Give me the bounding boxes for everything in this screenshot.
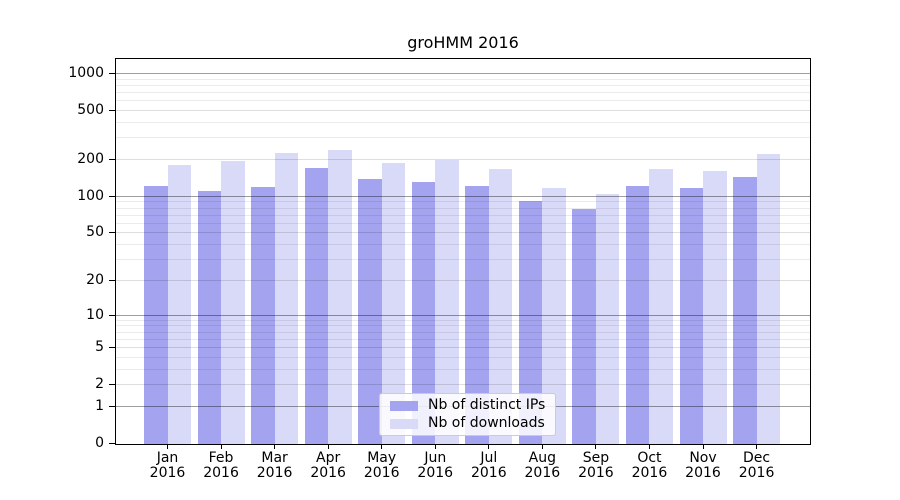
y-tick-label-2: 2 [95, 376, 104, 393]
gridline-40 [116, 244, 810, 246]
bar-jul-distinct-ips [465, 186, 489, 444]
x-tick-label-aug: Aug 2016 [524, 450, 561, 481]
gridline-200 [116, 159, 810, 161]
gridline-5 [116, 347, 810, 349]
gridline-300 [116, 137, 810, 139]
x-tick-label-oct: Oct 2016 [631, 450, 668, 481]
x-tick-label-jan: Jan 2016 [149, 450, 186, 481]
gridline-100 [116, 195, 810, 197]
gridline-9 [116, 319, 810, 321]
legend-swatch-distinct-ips [390, 400, 418, 411]
x-tick-mark [541, 445, 543, 449]
bar-nov-downloads [703, 170, 727, 444]
gridline-70 [116, 214, 810, 216]
legend-item-downloads: Nb of downloads [390, 416, 545, 431]
bar-jan-downloads [167, 165, 191, 444]
y-tick-label-10: 10 [86, 306, 104, 323]
bar-oct-distinct-ips [625, 186, 650, 444]
x-tick-mark [381, 445, 383, 449]
bar-feb-downloads [221, 161, 245, 444]
bar-apr-downloads [328, 149, 352, 444]
y-tick-label-1: 1 [95, 397, 104, 414]
x-tick-mark [488, 445, 490, 449]
bar-apr-distinct-ips [304, 168, 329, 444]
bar-sep-distinct-ips [572, 209, 596, 444]
x-tick-label-dec: Dec 2016 [738, 450, 775, 481]
x-tick-mark [756, 445, 758, 449]
x-tick-mark [167, 445, 168, 449]
x-tick-mark [274, 445, 276, 449]
x-tick-label-feb: Feb 2016 [203, 450, 239, 481]
x-tick-label-may: May 2016 [363, 450, 400, 481]
gridline-400 [116, 122, 810, 124]
y-tick-label-200: 200 [77, 151, 104, 168]
x-tick-mark [220, 445, 222, 449]
gridline-50 [116, 232, 810, 234]
x-tick-label-apr: Apr 2016 [310, 450, 346, 481]
plot-area: Nb of distinct IPs Nb of downloads [115, 58, 811, 445]
x-tick-mark [327, 445, 329, 449]
y-tick-label-5: 5 [95, 339, 104, 356]
bar-jul-downloads [488, 168, 513, 444]
bar-dec-distinct-ips [733, 177, 757, 444]
x-tick-label-jun: Jun 2016 [417, 450, 454, 481]
gridline-1000 [116, 73, 810, 75]
gridline-900 [116, 78, 810, 80]
gridline-90 [116, 201, 810, 203]
bar-aug-distinct-ips [518, 201, 543, 444]
bar-sep-downloads [595, 193, 620, 444]
x-tick-mark [434, 445, 436, 449]
gridline-20 [116, 279, 810, 281]
bar-jan-distinct-ips [144, 186, 168, 444]
x-tick-label-mar: Mar 2016 [256, 450, 293, 481]
gridline-800 [116, 84, 810, 86]
bar-nov-distinct-ips [679, 188, 703, 444]
y-tick-label-100: 100 [77, 187, 104, 204]
gridline-30 [116, 259, 810, 261]
gridline-80 [116, 207, 810, 209]
gridline-2 [116, 384, 810, 386]
bar-may-downloads [381, 162, 406, 444]
chart-title: groHMM 2016 [407, 33, 519, 52]
y-tick-label-50: 50 [86, 224, 104, 241]
gridline-7 [116, 331, 810, 333]
bar-mar-distinct-ips [251, 187, 275, 444]
gridline-10 [116, 314, 810, 316]
bar-jun-downloads [435, 160, 459, 444]
x-tick-mark [702, 445, 704, 449]
legend: Nb of distinct IPs Nb of downloads [379, 393, 557, 436]
x-tick-label-nov: Nov 2016 [685, 450, 721, 481]
y-tick-label-1000: 1000 [68, 65, 104, 82]
x-tick-label-jul: Jul 2016 [470, 450, 507, 481]
gridline-700 [116, 92, 810, 94]
gridline-60 [116, 222, 810, 224]
gridline-4 [116, 356, 810, 358]
bar-may-distinct-ips [358, 179, 382, 444]
bar-dec-downloads [756, 153, 781, 444]
y-tick-label-0: 0 [95, 435, 104, 451]
gridline-500 [116, 110, 810, 112]
legend-swatch-downloads [390, 418, 418, 429]
bar-mar-downloads [274, 153, 299, 444]
legend-item-distinct-ips: Nb of distinct IPs [390, 398, 545, 413]
gridline-3 [116, 368, 810, 370]
gridline-8 [116, 325, 810, 327]
legend-label-downloads: Nb of downloads [428, 415, 545, 431]
gridline-600 [116, 100, 810, 102]
bar-jun-distinct-ips [411, 182, 436, 444]
bar-aug-downloads [542, 188, 566, 444]
grid-layer [116, 59, 810, 444]
bar-oct-downloads [649, 168, 673, 444]
gridline-6 [116, 338, 810, 340]
y-tick-label-500: 500 [77, 102, 104, 119]
legend-label-distinct-ips: Nb of distinct IPs [428, 397, 546, 413]
x-tick-label-sep: Sep 2016 [578, 450, 614, 481]
bars-layer [116, 59, 810, 444]
x-tick-mark [648, 445, 650, 449]
y-tick-label-20: 20 [86, 271, 104, 288]
bar-feb-distinct-ips [197, 190, 222, 444]
x-tick-mark [595, 445, 597, 449]
